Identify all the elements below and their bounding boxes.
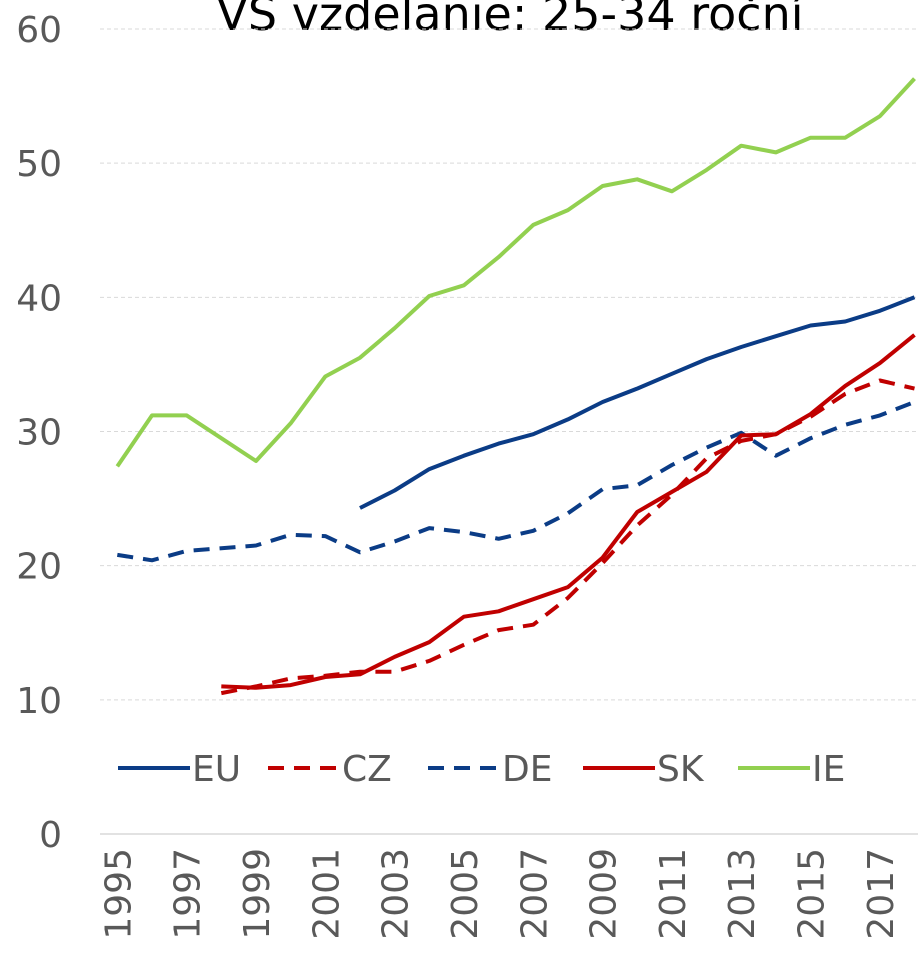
line-series [221,333,916,690]
x-tick-label: 2009 [584,848,625,940]
x-tick-label: 2015 [792,848,833,940]
y-tick-label: 60 [16,10,62,51]
legend-label: IE [812,749,845,790]
y-tick-label: 0 [39,815,62,856]
line-series [115,77,916,468]
y-tick-label: 30 [16,413,62,454]
legend-label: CZ [342,749,392,790]
x-tick-label: 1995 [98,848,139,940]
x-tick-label: 2007 [514,848,555,940]
x-tick-label: 1997 [168,848,209,940]
line-series [359,295,916,510]
x-tick-label: 2011 [653,848,694,940]
legend-label: DE [502,749,552,790]
line-series [116,400,916,563]
x-tick-label: 2005 [445,848,486,940]
y-tick-label: 20 [16,547,62,588]
chart-title: VŠ vzdelanie: 25-34 roční [216,0,804,41]
y-tick-label: 50 [16,144,62,185]
x-tick-label: 2017 [861,848,902,940]
legend-label: EU [192,749,241,790]
y-tick-label: 10 [16,681,62,722]
x-tick-label: 2001 [306,848,347,940]
legend-label: SK [657,749,705,790]
y-tick-label: 40 [16,278,62,319]
x-tick-label: 1999 [237,848,278,940]
x-tick-label: 2003 [376,848,417,940]
x-tick-label: 2013 [722,848,763,940]
